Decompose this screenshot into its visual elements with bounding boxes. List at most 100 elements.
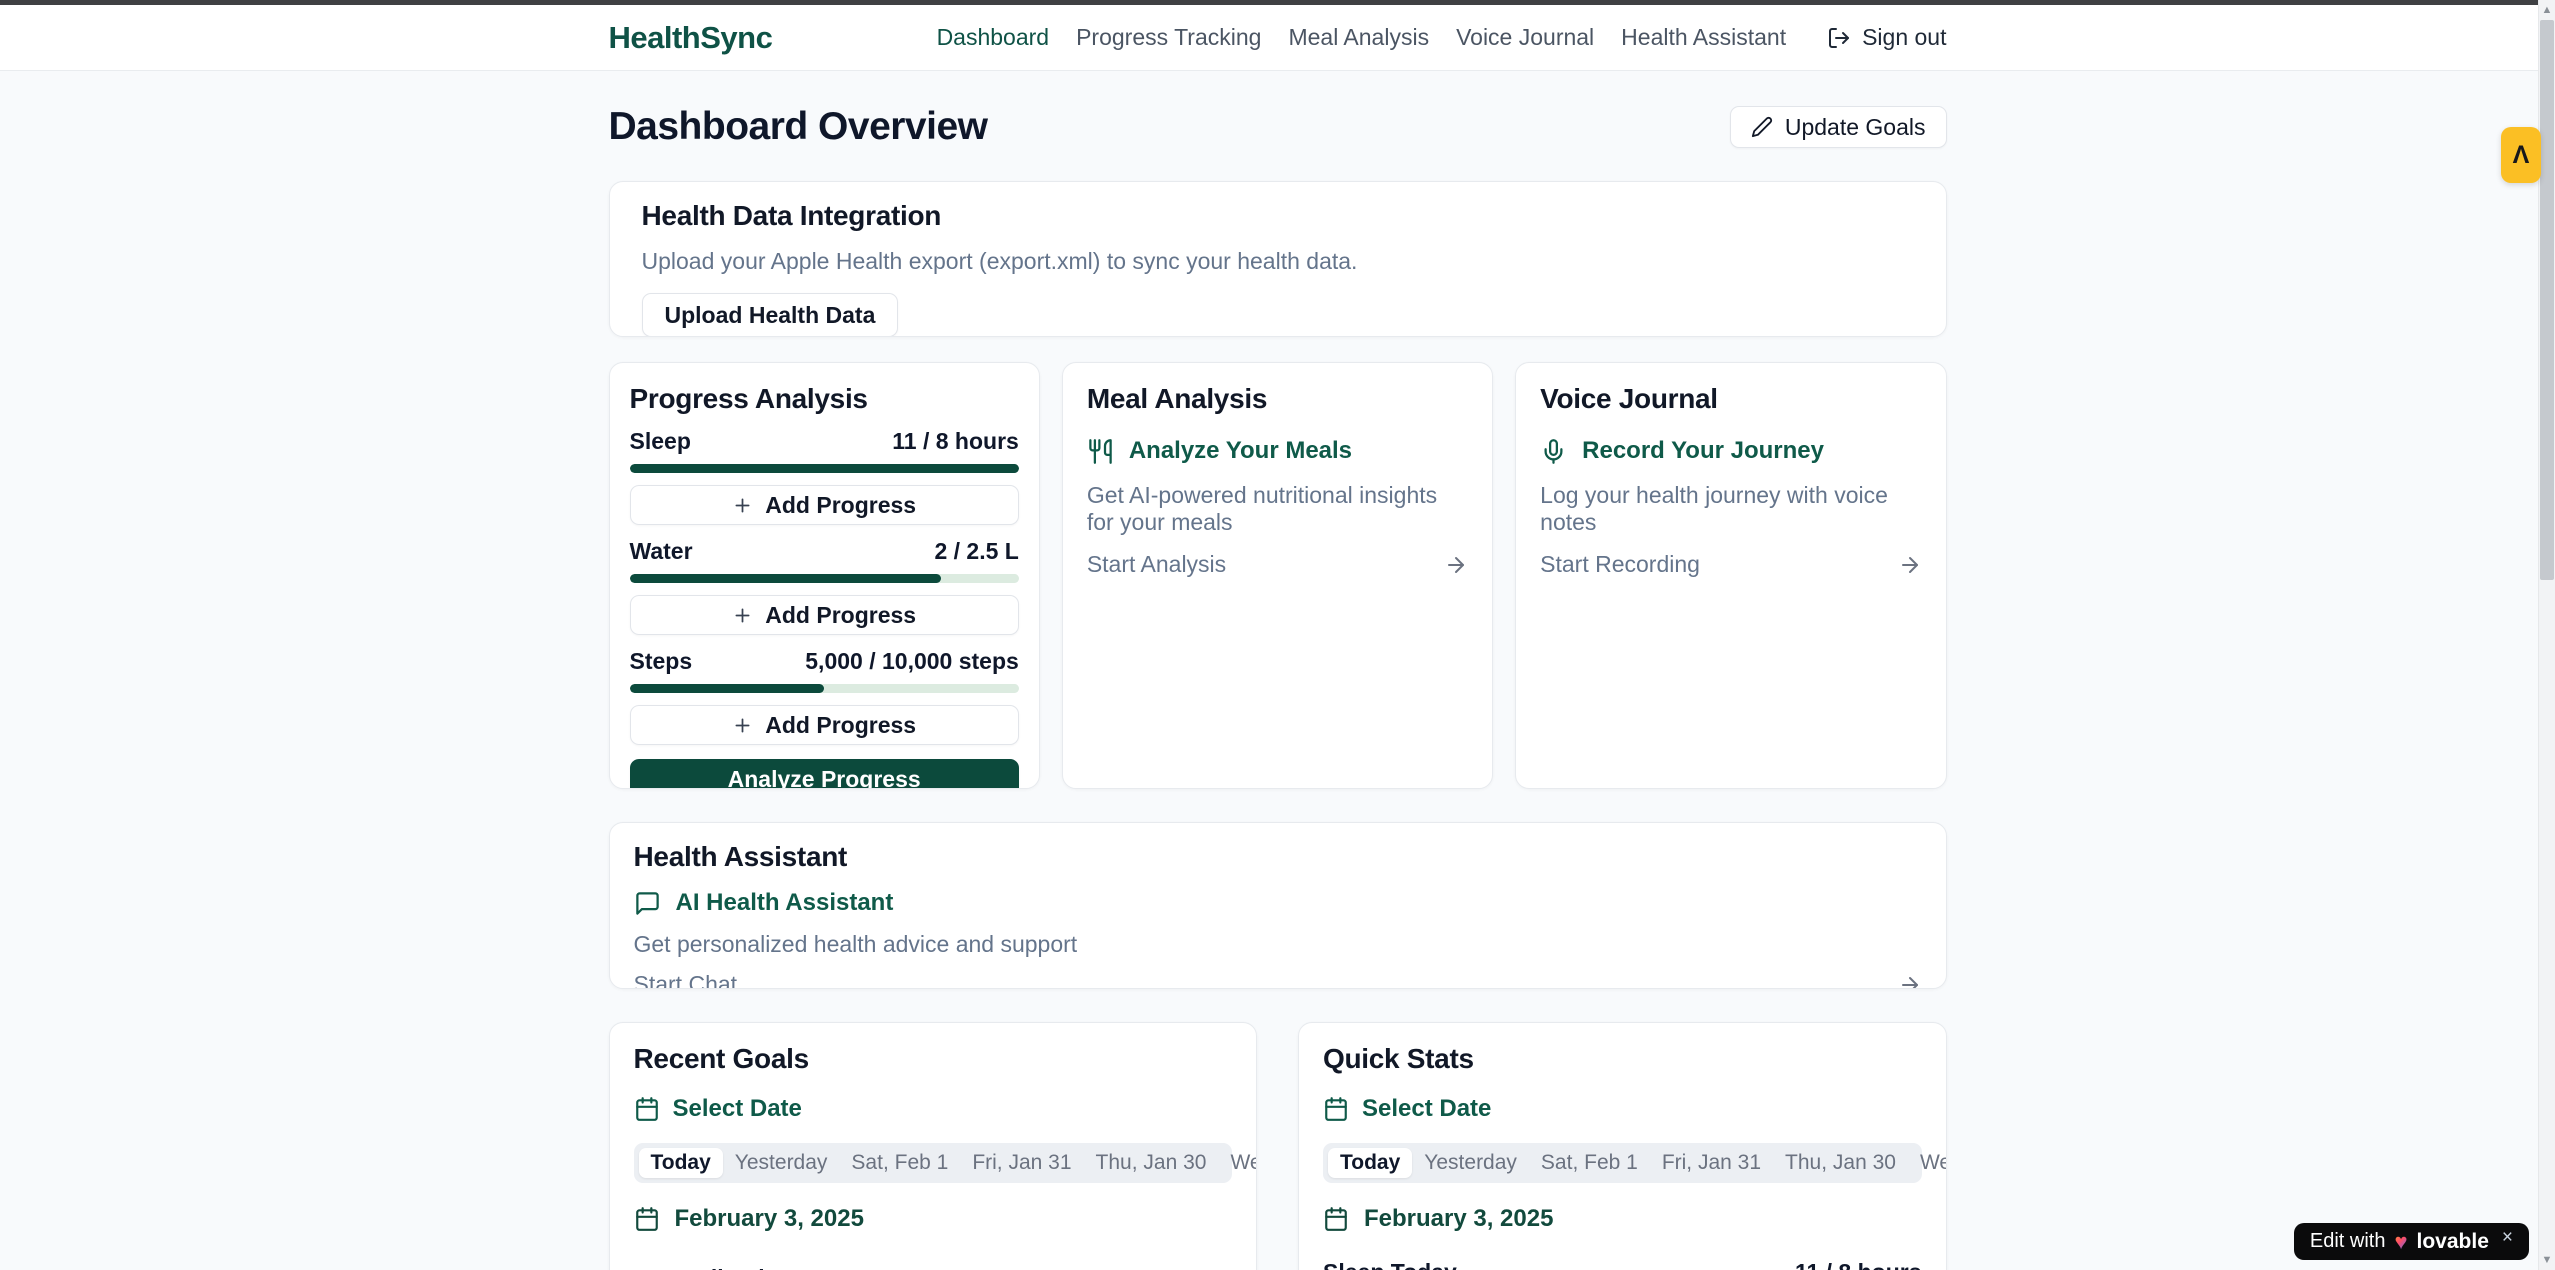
quick-stats-card: Quick Stats Select Date Today Yesterday … bbox=[1298, 1022, 1947, 1270]
main-nav: Dashboard Progress Tracking Meal Analysi… bbox=[937, 24, 1947, 51]
quick-stats-select-date[interactable]: Select Date bbox=[1323, 1095, 1922, 1123]
update-goals-button[interactable]: Update Goals bbox=[1729, 106, 1947, 148]
close-icon[interactable]: × bbox=[2501, 1227, 2513, 1248]
integration-title: Health Data Integration bbox=[641, 200, 942, 231]
metric-steps: Steps 5,000 / 10,000 steps Add Progress bbox=[629, 648, 1019, 745]
scrollbar-up-arrow[interactable]: ▲ bbox=[2541, 4, 2553, 16]
app-logo[interactable]: HealthSync bbox=[608, 19, 773, 55]
quick-stats-date-tabs: Today Yesterday Sat, Feb 1 Fri, Jan 31 T… bbox=[1323, 1143, 1946, 1183]
metric-label: Steps bbox=[629, 648, 693, 674]
metric-value: 2 / 2.5 L bbox=[934, 538, 1019, 564]
tab-today[interactable]: Today bbox=[1328, 1148, 1413, 1178]
sleep-progress-fill bbox=[629, 464, 1019, 473]
add-progress-label: Add Progress bbox=[765, 491, 917, 518]
add-progress-label: Add Progress bbox=[765, 601, 917, 628]
recent-goals-current-date[interactable]: February 3, 2025 bbox=[634, 1205, 1233, 1233]
tab-sat-feb-1[interactable]: Sat, Feb 1 bbox=[1540, 1151, 1638, 1174]
progress-analysis-card: Progress Analysis Sleep 11 / 8 hours Add… bbox=[608, 362, 1040, 789]
steps-progress-fill bbox=[629, 684, 825, 693]
scrollbar-down-arrow[interactable]: ▼ bbox=[2541, 1254, 2553, 1266]
lovable-editor-tab[interactable]: Λ bbox=[2501, 127, 2541, 183]
recent-goals-select-date[interactable]: Select Date bbox=[634, 1095, 1233, 1123]
upload-health-data-button[interactable]: Upload Health Data bbox=[641, 293, 899, 336]
analyze-your-meals-label: Analyze Your Meals bbox=[1128, 437, 1353, 464]
tab-fri-jan-31[interactable]: Fri, Jan 31 bbox=[972, 1151, 1072, 1174]
tab-today[interactable]: Today bbox=[638, 1148, 723, 1178]
analyze-progress-button[interactable]: Analyze Progress bbox=[629, 759, 1019, 788]
analyze-your-meals-link[interactable]: Analyze Your Meals bbox=[1087, 437, 1468, 465]
add-progress-water-button[interactable]: Add Progress bbox=[629, 595, 1019, 635]
quick-stats-title: Quick Stats bbox=[1323, 1043, 1474, 1074]
goal-list-item: Daily Sleep 11 / 8 hours bbox=[634, 1265, 1233, 1270]
voice-journal-title: Voice Journal bbox=[1540, 383, 1718, 414]
logout-icon bbox=[1827, 26, 1851, 50]
assistant-description: Get personalized health advice and suppo… bbox=[633, 931, 1078, 957]
browser-top-strip bbox=[0, 0, 2555, 5]
calendar-icon bbox=[634, 1096, 660, 1122]
tab-sat-feb-1[interactable]: Sat, Feb 1 bbox=[851, 1151, 949, 1174]
dashboard-main: Dashboard Overview Update Goals Health D… bbox=[608, 71, 1947, 1270]
voice-description: Log your health journey with voice notes bbox=[1540, 482, 1888, 535]
voice-journal-card: Voice Journal Record Your Journey Log yo… bbox=[1515, 362, 1947, 789]
water-progress-bar bbox=[629, 574, 1019, 583]
select-date-label: Select Date bbox=[672, 1095, 802, 1122]
health-data-integration-card: Health Data Integration Upload your Appl… bbox=[608, 181, 1947, 337]
calendar-icon bbox=[1323, 1096, 1349, 1122]
heart-icon: ♥ bbox=[2394, 1228, 2408, 1254]
quick-stats-current-date[interactable]: February 3, 2025 bbox=[1323, 1205, 1922, 1233]
current-date-label: February 3, 2025 bbox=[674, 1205, 864, 1232]
tab-thu-jan-30[interactable]: Thu, Jan 30 bbox=[1785, 1151, 1896, 1174]
add-progress-sleep-button[interactable]: Add Progress bbox=[629, 485, 1019, 525]
select-date-label: Select Date bbox=[1362, 1095, 1492, 1122]
start-recording-label: Start Recording bbox=[1540, 551, 1700, 577]
recent-goals-card: Recent Goals Select Date Today Yesterday… bbox=[608, 1022, 1257, 1270]
nav-progress-tracking[interactable]: Progress Tracking bbox=[1076, 24, 1262, 50]
metric-label: Sleep bbox=[629, 428, 691, 454]
ai-health-assistant-label: AI Health Assistant bbox=[675, 889, 894, 916]
start-recording-action[interactable]: Start Recording bbox=[1540, 551, 1921, 578]
lovable-edit-badge[interactable]: Edit with ♥ lovable × bbox=[2293, 1223, 2529, 1260]
app-header: HealthSync Dashboard Progress Tracking M… bbox=[0, 5, 2555, 71]
arrow-right-icon bbox=[1444, 553, 1468, 577]
nav-dashboard[interactable]: Dashboard bbox=[936, 24, 1050, 50]
goal-name: Daily Sleep bbox=[682, 1265, 805, 1270]
add-progress-label: Add Progress bbox=[765, 711, 917, 738]
plus-icon bbox=[732, 715, 753, 736]
meal-description: Get AI-powered nutritional insights for … bbox=[1086, 482, 1438, 535]
tab-yesterday[interactable]: Yesterday bbox=[1424, 1151, 1517, 1174]
tab-yesterday[interactable]: Yesterday bbox=[734, 1151, 828, 1174]
record-your-journey-link[interactable]: Record Your Journey bbox=[1540, 437, 1921, 465]
metric-label: Water bbox=[629, 538, 693, 564]
nav-health-assistant[interactable]: Health Assistant bbox=[1621, 24, 1787, 50]
start-analysis-action[interactable]: Start Analysis bbox=[1087, 551, 1468, 578]
calendar-icon bbox=[634, 1206, 660, 1232]
tab-fri-jan-31[interactable]: Fri, Jan 31 bbox=[1661, 1151, 1762, 1174]
update-goals-label: Update Goals bbox=[1784, 113, 1926, 140]
metric-value: 11 / 8 hours bbox=[892, 428, 1019, 454]
ai-health-assistant-link[interactable]: AI Health Assistant bbox=[634, 889, 1922, 917]
sleep-progress-bar bbox=[629, 464, 1019, 473]
tab-wed-jan-29[interactable]: Wed, Jan 29 bbox=[1230, 1151, 1256, 1174]
record-your-journey-label: Record Your Journey bbox=[1582, 437, 1824, 464]
scrollbar-thumb[interactable] bbox=[2540, 20, 2554, 580]
meal-analysis-card: Meal Analysis Analyze Your Meals Get AI-… bbox=[1061, 362, 1494, 789]
recent-goals-title: Recent Goals bbox=[633, 1043, 810, 1074]
add-progress-steps-button[interactable]: Add Progress bbox=[629, 705, 1019, 745]
sign-out-label: Sign out bbox=[1862, 24, 1947, 50]
health-assistant-card: Health Assistant AI Health Assistant Get… bbox=[608, 822, 1947, 989]
tab-thu-jan-30[interactable]: Thu, Jan 30 bbox=[1095, 1151, 1207, 1174]
lovable-brand-label: lovable bbox=[2416, 1229, 2489, 1253]
tab-wed-jan-29[interactable]: Wed, Jan 29 bbox=[1919, 1151, 1946, 1174]
chat-bubble-icon bbox=[634, 890, 661, 917]
vertical-scrollbar[interactable]: ▲ ▼ bbox=[2538, 0, 2555, 1270]
nav-voice-journal[interactable]: Voice Journal bbox=[1456, 24, 1595, 50]
sign-out-button[interactable]: Sign out bbox=[1827, 24, 1947, 51]
metric-sleep: Sleep 11 / 8 hours Add Progress bbox=[629, 428, 1019, 525]
current-date-label: February 3, 2025 bbox=[1364, 1205, 1554, 1232]
page-title: Dashboard Overview bbox=[608, 105, 988, 148]
nav-meal-analysis[interactable]: Meal Analysis bbox=[1288, 24, 1430, 50]
start-chat-action[interactable]: Start Chat bbox=[634, 971, 1922, 988]
stat-label: Sleep Today bbox=[1323, 1259, 1457, 1270]
metric-value: 5,000 / 10,000 steps bbox=[805, 648, 1019, 674]
lovable-logo-icon: Λ bbox=[2512, 140, 2530, 169]
